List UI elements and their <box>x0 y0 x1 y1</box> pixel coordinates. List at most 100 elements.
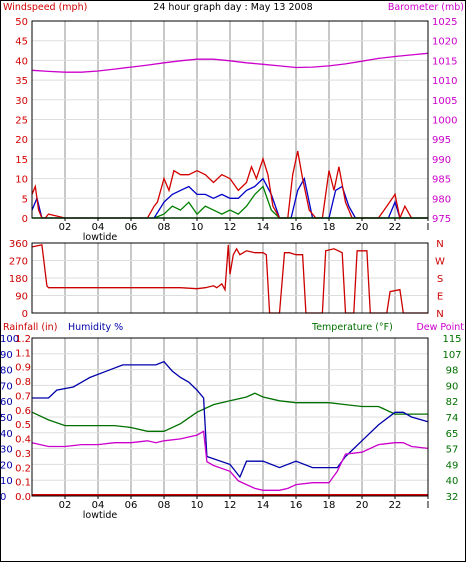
wind-axis-title: Windspeed (mph) <box>3 2 87 13</box>
climate-xtick-label: 10 <box>191 500 204 511</box>
climate-xtick-label: 04 <box>92 500 105 511</box>
wind-xtick-label: 02 <box>59 222 72 233</box>
temperature-ytick-label: 40 <box>446 476 459 487</box>
climate-xtick-label: 08 <box>158 500 171 511</box>
wind-direction-line <box>31 244 428 314</box>
humidity-ytick-label: 70 <box>0 381 13 392</box>
temperature-ytick-label: 82 <box>446 397 459 408</box>
temperature-ytick-label: 32 <box>446 492 459 503</box>
climate-xtick-label: 16 <box>290 500 303 511</box>
climate-xtick-label: 18 <box>323 500 336 511</box>
barometer-ytick-label: 1005 <box>432 96 457 107</box>
wind-xtick-label: 14 <box>257 222 270 233</box>
wind-xtick-label: 04 <box>92 222 105 233</box>
wind-ytick-label: 0 <box>22 214 28 225</box>
rainfall-ytick-label: 0.4 <box>15 435 31 446</box>
barometer-line <box>31 52 429 73</box>
wind-average-line <box>31 176 428 219</box>
compass-ytick-label: N <box>436 239 443 250</box>
rainfall-ytick-label: 0.1 <box>15 478 31 489</box>
climate-xtick-label: 14 <box>257 500 270 511</box>
climate-xtick-label: 22 <box>389 500 402 511</box>
direction-ytick-label: 360 <box>9 239 28 250</box>
humidity-axis-title: Humidity % <box>68 322 123 333</box>
humidity-ytick-label: 0 <box>0 492 6 503</box>
wind-xtick-label: I <box>427 222 430 233</box>
humidity-ytick-label: 20 <box>0 460 13 471</box>
barometer-axis-title: Barometer (mb) <box>388 2 464 13</box>
humidity-ytick-label: 100 <box>0 334 19 345</box>
humidity-ytick-label: 10 <box>0 476 13 487</box>
wind-lull-line <box>153 185 428 219</box>
barometer-ytick-label: 975 <box>432 214 451 225</box>
direction-ytick-label: 90 <box>15 292 28 303</box>
climate-xtick-label: 02 <box>59 500 72 511</box>
climate-xtick-label: 20 <box>356 500 369 511</box>
wind-ytick-label: 40 <box>15 56 28 67</box>
wind-xtick-label: 18 <box>323 222 336 233</box>
dewpoint-axis-title: Dew Point <box>416 322 464 333</box>
humidity-ytick-label: 40 <box>0 429 13 440</box>
barometer-ytick-label: 1020 <box>432 37 457 48</box>
temperature-ytick-label: 98 <box>446 366 459 377</box>
barometer-ytick-label: 1015 <box>432 56 457 67</box>
chart-title: 24 hour graph day : May 13 2008 <box>153 2 312 13</box>
temperature-ytick-label: 57 <box>446 445 459 456</box>
wind-ytick-label: 15 <box>15 155 28 166</box>
compass-ytick-label: W <box>435 257 445 268</box>
humidity-ytick-label: 60 <box>0 397 13 408</box>
wind-xtick-label: 10 <box>191 222 204 233</box>
wind-xtick-label: 06 <box>125 222 138 233</box>
barometer-ytick-label: 985 <box>432 175 451 186</box>
rainfall-ytick-label: 0.0 <box>15 492 31 503</box>
climate-xtick-label: I <box>427 500 430 511</box>
wind-xtick-label: 16 <box>290 222 303 233</box>
direction-ytick-label: 0 <box>22 309 28 320</box>
wind-ytick-label: 50 <box>15 17 28 28</box>
temperature-ytick-label: 74 <box>446 413 459 424</box>
climate-xtick-label: 12 <box>224 500 237 511</box>
rainfall-axis-title: Rainfall (in) <box>3 322 57 333</box>
temperature-line <box>31 392 428 432</box>
climate-panel: 0 10 20 30 40 50 60 70 80 90 100 0.0 0.1 0.2 0.3 0.4 0.5… <box>0 334 462 521</box>
wind-ytick-label: 5 <box>22 194 28 205</box>
wind-tide-label: lowtide <box>83 232 118 243</box>
wind-ytick-label: 35 <box>15 76 28 87</box>
barometer-ytick-label: 990 <box>432 155 451 166</box>
direction-plot-frame <box>31 242 429 314</box>
wind-ytick-label: 30 <box>15 96 28 107</box>
compass-ytick-label: S <box>437 274 443 285</box>
barometer-ytick-label: 980 <box>432 194 451 205</box>
compass-ytick-label: E <box>437 292 443 303</box>
direction-ytick-label: 180 <box>9 274 28 285</box>
wind-ytick-label: 20 <box>15 135 28 146</box>
wind-ytick-label: 45 <box>15 37 28 48</box>
rainfall-ytick-label: 0.6 <box>15 406 31 417</box>
temperature-ytick-label: 90 <box>446 381 459 392</box>
humidity-ytick-label: 80 <box>0 366 13 377</box>
barometer-ytick-label: 1010 <box>432 76 457 87</box>
wind-ytick-label: 25 <box>15 116 28 127</box>
humidity-line <box>32 360 429 479</box>
humidity-ytick-label: 50 <box>0 413 13 424</box>
humidity-ytick-label: 90 <box>0 350 13 361</box>
dewpoint-line <box>31 430 429 491</box>
wind-xtick-label: 20 <box>356 222 369 233</box>
compass-ytick-label: N <box>436 309 443 320</box>
rainfall-ytick-label: 0.7 <box>15 391 31 402</box>
wind-xtick-label: 22 <box>389 222 402 233</box>
climate-tide-label: lowtide <box>83 510 118 521</box>
humidity-ytick-label: 30 <box>0 445 13 456</box>
wind-xtick-label: 08 <box>158 222 171 233</box>
temperature-ytick-label: 115 <box>442 334 461 345</box>
direction-ytick-label: 270 <box>9 257 28 268</box>
barometer-ytick-label: 995 <box>432 135 451 146</box>
rainfall-ytick-label: 0.5 <box>15 420 31 431</box>
rainfall-ytick-label: 1.2 <box>15 334 31 345</box>
temperature-ytick-label: 65 <box>446 429 459 440</box>
wind-xtick-label: 12 <box>224 222 237 233</box>
wind-ytick-label: 10 <box>15 175 28 186</box>
